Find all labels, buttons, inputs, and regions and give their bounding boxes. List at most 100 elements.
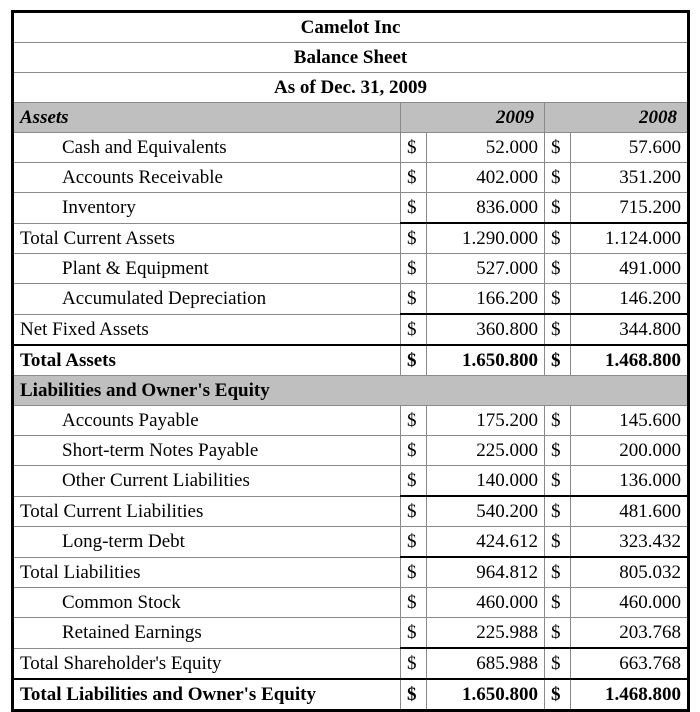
currency-symbol-current-year: $ — [400, 192, 427, 224]
row-label-common-stock: Common Stock — [12, 587, 401, 618]
currency-symbol-prior-year: $ — [544, 222, 571, 254]
value-prior-year: 805.032 — [569, 556, 690, 588]
currency-symbol-prior-year: $ — [544, 283, 571, 315]
balance-sheet-body: Camelot Inc Balance Sheet As of Dec. 31,… — [11, 11, 690, 711]
table-row: Long-term Debt $424.612 $323.432 — [12, 526, 690, 558]
value-current-year: 175.200 — [426, 405, 545, 436]
row-label-total-liabilities-and-owner-s-equity: Total Liabilities and Owner's Equity — [12, 678, 401, 711]
value-current-year: 1.650.800 — [426, 344, 545, 376]
currency-symbol-current-year: $ — [400, 465, 427, 497]
column-header-year-prior: 2008 — [543, 102, 690, 133]
section-header-assets: Assets 2009 2008 — [12, 102, 690, 133]
row-label-retained-earnings: Retained Earnings — [12, 617, 401, 649]
table-row: Retained Earnings $225.988 $203.768 — [12, 617, 690, 649]
currency-symbol-prior-year: $ — [544, 313, 571, 346]
value-current-year: 424.612 — [426, 526, 545, 558]
row-label-accounts-payable: Accounts Payable — [12, 405, 401, 436]
currency-symbol-current-year: $ — [400, 344, 427, 376]
currency-symbol-current-year: $ — [400, 617, 427, 649]
company-title-row: Camelot Inc — [11, 11, 690, 43]
value-prior-year: 136.000 — [569, 465, 690, 497]
currency-symbol-prior-year: $ — [544, 132, 571, 163]
currency-symbol-current-year: $ — [400, 405, 427, 436]
value-current-year: 460.000 — [426, 587, 545, 618]
currency-symbol-current-year: $ — [400, 162, 427, 193]
currency-symbol-prior-year: $ — [544, 344, 571, 376]
table-row: Cash and Equivalents $52.000 $57.600 — [12, 132, 690, 163]
value-prior-year: 460.000 — [569, 587, 690, 618]
row-label-long-term-debt: Long-term Debt — [12, 526, 401, 558]
section-header-liabilities-and-owner-s-equity: Liabilities and Owner's Equity — [11, 375, 690, 406]
table-row: Common Stock $460.000 $460.000 — [12, 587, 690, 618]
currency-symbol-prior-year: $ — [544, 253, 571, 284]
row-label-other-current-liabilities: Other Current Liabilities — [12, 465, 401, 497]
value-prior-year: 146.200 — [569, 283, 690, 315]
table-row: Total Liabilities $964.812 $805.032 — [12, 556, 690, 588]
value-current-year: 402.000 — [426, 162, 545, 193]
value-prior-year: 491.000 — [569, 253, 690, 284]
value-current-year: 225.000 — [426, 435, 545, 466]
table-row: Total Shareholder's Equity $685.988 $663.7… — [12, 647, 690, 680]
value-current-year: 225.988 — [426, 617, 545, 649]
value-current-year: 964.812 — [426, 556, 545, 588]
value-prior-year: 663.768 — [569, 647, 690, 680]
statement-name: Balance Sheet — [11, 42, 690, 73]
row-label-short-term-notes-payable: Short-term Notes Payable — [12, 435, 401, 466]
row-label-total-liabilities: Total Liabilities — [12, 556, 401, 588]
row-label-total-current-liabilities: Total Current Liabilities — [12, 495, 401, 527]
row-label-accumulated-depreciation: Accumulated Depreciation — [12, 283, 401, 315]
value-current-year: 685.988 — [426, 647, 545, 680]
row-label-total-shareholder-s-equity: Total Shareholder's Equity — [12, 647, 401, 680]
value-prior-year: 200.000 — [569, 435, 690, 466]
table-row: Other Current Liabilities $140.000 $136.00… — [12, 465, 690, 497]
currency-symbol-current-year: $ — [400, 526, 427, 558]
table-row: Total Current Assets $1.290.000 $1.124.000 — [12, 222, 690, 254]
company-name: Camelot Inc — [11, 11, 690, 43]
row-label-net-fixed-assets: Net Fixed Assets — [12, 313, 401, 346]
column-header-year-current: 2009 — [400, 102, 545, 133]
value-prior-year: 344.800 — [569, 313, 690, 346]
currency-symbol-prior-year: $ — [544, 617, 571, 649]
table-row: Inventory $836.000 $715.200 — [12, 192, 690, 224]
currency-symbol-prior-year: $ — [544, 192, 571, 224]
currency-symbol-prior-year: $ — [544, 647, 571, 680]
value-prior-year: 145.600 — [569, 405, 690, 436]
value-current-year: 1.290.000 — [426, 222, 545, 254]
value-current-year: 166.200 — [426, 283, 545, 315]
section-title: Assets — [12, 102, 401, 133]
currency-symbol-current-year: $ — [400, 253, 427, 284]
currency-symbol-prior-year: $ — [544, 556, 571, 588]
value-prior-year: 1.468.800 — [569, 678, 690, 711]
row-label-total-assets: Total Assets — [12, 344, 401, 376]
value-prior-year: 57.600 — [569, 132, 690, 163]
currency-symbol-current-year: $ — [400, 647, 427, 680]
currency-symbol-prior-year: $ — [544, 405, 571, 436]
value-current-year: 836.000 — [426, 192, 545, 224]
value-prior-year: 1.468.800 — [569, 344, 690, 376]
value-prior-year: 1.124.000 — [569, 222, 690, 254]
value-prior-year: 481.600 — [569, 495, 690, 527]
currency-symbol-current-year: $ — [400, 556, 427, 588]
row-label-plant-equipment: Plant & Equipment — [12, 253, 401, 284]
value-current-year: 540.200 — [426, 495, 545, 527]
balance-sheet-container: Camelot Inc Balance Sheet As of Dec. 31,… — [11, 10, 691, 712]
table-row: Total Assets $1.650.800 $1.468.800 — [12, 344, 690, 376]
balance-sheet-table: Camelot Inc Balance Sheet As of Dec. 31,… — [11, 10, 691, 712]
currency-symbol-prior-year: $ — [544, 465, 571, 497]
row-label-inventory: Inventory — [12, 192, 401, 224]
currency-symbol-current-year: $ — [400, 222, 427, 254]
statement-title-row: Balance Sheet — [11, 42, 690, 73]
currency-symbol-prior-year: $ — [544, 162, 571, 193]
currency-symbol-prior-year: $ — [544, 587, 571, 618]
table-row: Short-term Notes Payable $225.000 $200.000 — [12, 435, 690, 466]
period-title-row: As of Dec. 31, 2009 — [11, 72, 690, 103]
row-label-cash-and-equivalents: Cash and Equivalents — [12, 132, 401, 163]
currency-symbol-current-year: $ — [400, 313, 427, 346]
table-row: Accounts Receivable $402.000 $351.200 — [12, 162, 690, 193]
value-current-year: 140.000 — [426, 465, 545, 497]
currency-symbol-current-year: $ — [400, 495, 427, 527]
table-row: Plant & Equipment $527.000 $491.000 — [12, 253, 690, 284]
row-label-accounts-receivable: Accounts Receivable — [12, 162, 401, 193]
currency-symbol-current-year: $ — [400, 435, 427, 466]
currency-symbol-current-year: $ — [400, 283, 427, 315]
